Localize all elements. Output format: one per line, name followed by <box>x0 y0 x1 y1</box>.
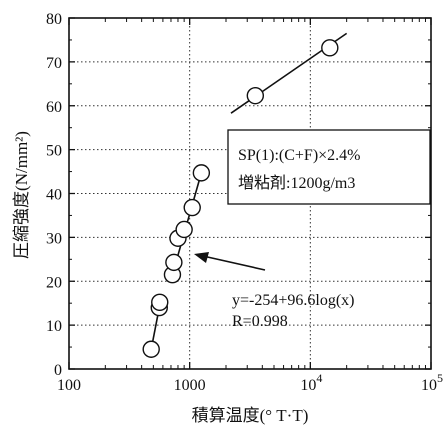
x-tick-label: 105 <box>421 371 443 394</box>
legend-line-1: SP(1):(C+F)×2.4% <box>238 147 361 164</box>
x-axis-label: 積算温度(° T·T) <box>192 406 309 425</box>
data-point <box>246 86 265 105</box>
y-tick-label: 30 <box>46 230 62 247</box>
data-point <box>165 253 183 272</box>
y-tick-label: 80 <box>46 11 62 28</box>
data-point <box>192 164 211 182</box>
y-tick-label: 70 <box>46 55 62 72</box>
data-point <box>321 39 339 57</box>
data-point <box>183 198 201 217</box>
data-point <box>175 220 193 239</box>
y-tick-labels: 0 10 20 30 40 50 60 70 80 <box>46 11 62 379</box>
equation-annotation: y=-254+96.6log(x) R=0.998 <box>194 252 354 330</box>
r-value-text: R=0.998 <box>232 313 288 330</box>
data-points <box>142 39 339 358</box>
y-tick-label: 0 <box>54 362 62 379</box>
annotation-arrowhead <box>194 252 209 263</box>
annotation-arrow-shaft <box>202 255 266 271</box>
data-point <box>151 293 169 312</box>
y-axis-label: 圧縮強度(N/mm²) <box>12 131 31 259</box>
equation-text: y=-254+96.6log(x) <box>232 292 354 309</box>
y-tick-label: 20 <box>46 274 62 291</box>
legend-box-frame <box>227 129 431 205</box>
axis-ticks <box>68 17 432 370</box>
data-point <box>142 340 160 358</box>
y-tick-label: 60 <box>46 99 62 116</box>
x-tick-label: 104 <box>300 371 322 394</box>
x-tick-labels: 100 1000 104 105 <box>57 371 443 394</box>
y-tick-label: 50 <box>46 143 62 160</box>
x-tick-label: 100 <box>57 377 81 394</box>
x-tick-label: 1000 <box>174 377 206 394</box>
y-tick-label: 40 <box>46 187 62 204</box>
y-tick-label: 10 <box>46 318 62 335</box>
legend-line-2: 増粘剤:1200g/m3 <box>238 174 355 192</box>
legend-box: SP(1):(C+F)×2.4% 増粘剤:1200g/m3 <box>227 129 431 205</box>
